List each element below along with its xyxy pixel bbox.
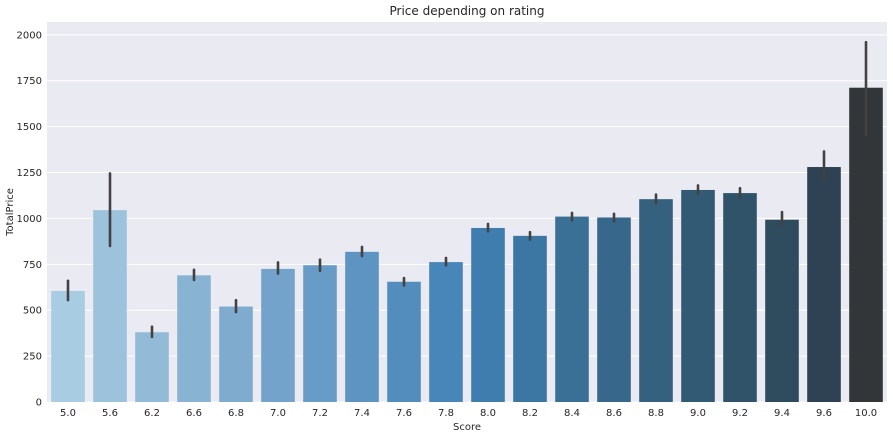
y-tick-label: 1750 <box>17 76 42 87</box>
x-tick-label: 7.0 <box>270 408 286 419</box>
bar <box>219 306 253 402</box>
y-tick-label: 1250 <box>17 168 42 179</box>
bar <box>345 251 379 402</box>
x-tick-label: 5.6 <box>102 408 118 419</box>
bar <box>681 189 715 402</box>
bar <box>261 268 295 402</box>
x-tick-label: 8.0 <box>480 408 496 419</box>
bar <box>429 262 463 402</box>
x-tick-label: 8.4 <box>564 408 580 419</box>
bar <box>723 193 757 402</box>
bar <box>639 199 673 402</box>
bar <box>303 265 337 402</box>
x-tick-labels: 5.0 5.6 6.2 6.6 6.8 7.0 7.2 7.4 7.6 7.8 8.0 8.2 8.4 8… <box>60 408 877 419</box>
bar <box>471 227 505 402</box>
error-bars <box>66 40 868 339</box>
plot-background <box>47 22 887 402</box>
x-tick-label: 7.4 <box>354 408 370 419</box>
x-tick-label: 7.2 <box>312 408 328 419</box>
bar <box>387 281 421 402</box>
bar <box>135 332 169 402</box>
x-tick-label: 7.6 <box>396 408 412 419</box>
x-tick-label: 9.4 <box>774 408 790 419</box>
x-tick-label: 9.2 <box>732 408 748 419</box>
x-tick-label: 9.0 <box>690 408 706 419</box>
bar <box>807 167 841 402</box>
bar <box>597 217 631 402</box>
x-tick-label: 7.8 <box>438 408 454 419</box>
x-tick-label: 8.2 <box>522 408 538 419</box>
x-axis-label: Score <box>453 422 481 433</box>
bar <box>555 216 589 402</box>
bar <box>177 275 211 402</box>
y-tick-label: 750 <box>23 260 42 271</box>
x-tick-label: 10.0 <box>855 408 877 419</box>
x-tick-label: 8.6 <box>606 408 622 419</box>
y-tick-label: 2000 <box>17 30 42 41</box>
x-tick-label: 6.2 <box>144 408 160 419</box>
x-tick-label: 6.8 <box>228 408 244 419</box>
y-tick-label: 1000 <box>17 214 42 225</box>
chart-title: Price depending on rating <box>390 4 545 18</box>
y-tick-label: 0 <box>36 398 42 409</box>
y-tick-label: 500 <box>23 306 42 317</box>
bars <box>51 87 883 402</box>
y-tick-label: 1500 <box>17 122 42 133</box>
bar <box>849 87 883 402</box>
y-tick-label: 250 <box>23 352 42 363</box>
bar <box>51 290 85 402</box>
y-axis-label: TotalPrice <box>5 188 16 237</box>
x-tick-label: 8.8 <box>648 408 664 419</box>
y-tick-labels: 0 250 500 750 1000 1250 1500 1750 2000 <box>17 30 42 408</box>
bar <box>513 235 547 402</box>
x-tick-label: 9.6 <box>816 408 832 419</box>
x-tick-label: 5.0 <box>60 408 76 419</box>
x-tick-label: 6.6 <box>186 408 202 419</box>
bar <box>765 219 799 402</box>
